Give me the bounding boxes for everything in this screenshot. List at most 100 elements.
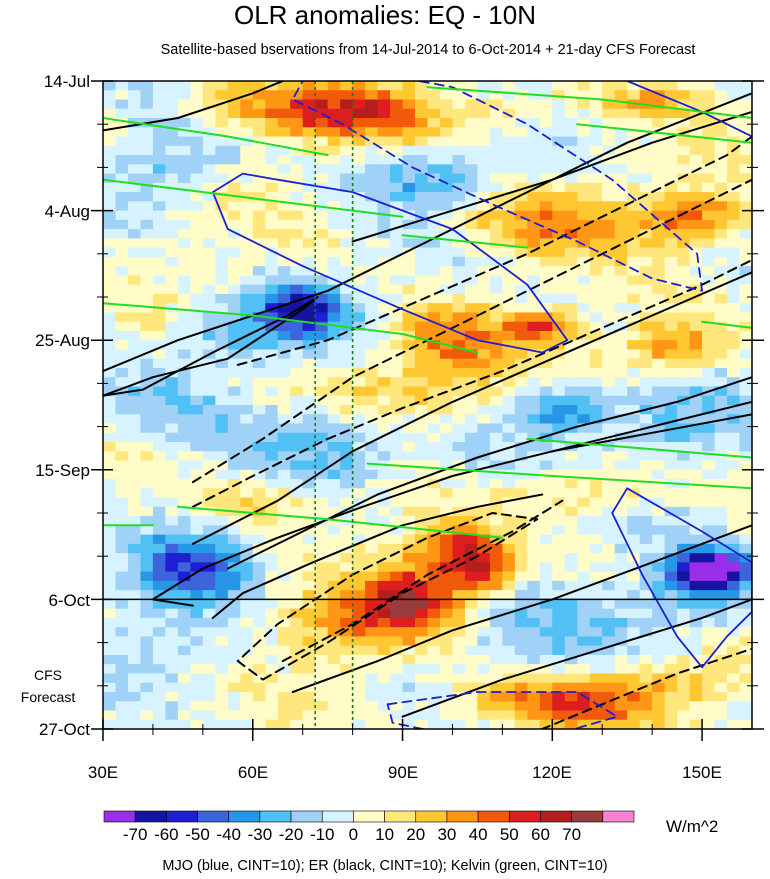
anomaly-cell [302,479,316,489]
anomaly-cell [327,349,341,360]
anomaly-cell [177,219,191,230]
anomaly-cell [564,330,578,341]
anomaly-cell [115,451,129,462]
anomaly-cell [527,682,541,693]
anomaly-cell [365,349,379,360]
anomaly-cell [352,580,366,591]
anomaly-cell [564,201,578,212]
anomaly-cell [539,256,553,267]
anomaly-cell [240,182,254,193]
anomaly-cell [627,673,641,684]
anomaly-cell [415,182,429,193]
anomaly-cell [639,81,653,91]
anomaly-cell [477,516,491,526]
anomaly-cell [689,414,703,425]
anomaly-cell [614,284,628,295]
anomaly-cell [539,617,553,628]
anomaly-cell [265,395,279,406]
anomaly-cell [240,534,254,545]
anomaly-cell [427,488,441,499]
anomaly-cell [502,710,516,721]
anomaly-cell [377,506,391,517]
anomaly-cell [402,405,416,415]
anomaly-cell [327,580,341,591]
anomaly-cell [390,395,404,406]
anomaly-cell [240,497,254,508]
anomaly-cell [115,479,129,489]
anomaly-cell [415,136,429,147]
anomaly-cell [514,173,528,184]
anomaly-cell [390,127,404,138]
anomaly-cell [652,543,666,554]
anomaly-cell [702,608,716,619]
anomaly-cell [152,405,166,415]
anomaly-cell [277,599,291,610]
anomaly-cell [564,127,578,138]
anomaly-cell [639,534,653,545]
anomaly-cell [489,395,503,406]
anomaly-cell [739,358,752,369]
anomaly-cell [439,617,454,628]
anomaly-cell [240,81,254,91]
anomaly-cell [390,256,404,267]
kelvin-contour [103,178,404,218]
anomaly-cell [215,580,229,591]
anomaly-cell [552,349,566,360]
anomaly-cell [602,201,616,212]
anomaly-cell [165,617,179,628]
anomaly-cell [714,442,728,452]
anomaly-cell [589,414,603,425]
anomaly-cell [727,525,741,536]
anomaly-cell [602,691,616,702]
anomaly-cell [165,210,179,221]
anomaly-cell [514,497,528,508]
anomaly-cell [714,367,728,378]
anomaly-cell [290,386,304,397]
anomaly-cell [489,691,503,702]
anomaly-cell [227,654,241,665]
anomaly-cell [240,266,254,276]
anomaly-cell [240,627,254,638]
anomaly-cell [390,673,404,684]
anomaly-cell [452,645,466,656]
anomaly-cell [390,719,404,729]
anomaly-cell [402,506,416,517]
anomaly-cell [652,145,666,156]
anomaly-cell [277,673,291,684]
anomaly-cell [127,627,142,638]
anomaly-cell [315,90,329,101]
anomaly-cell [240,293,254,304]
anomaly-cell [215,617,229,628]
anomaly-cell [639,367,653,378]
anomaly-cell [652,201,666,212]
anomaly-cell [165,284,179,295]
anomaly-cell [252,266,266,276]
anomaly-cell [202,460,216,471]
anomaly-cell [689,155,703,165]
anomaly-cell [427,229,441,239]
anomaly-cell [190,284,204,295]
anomaly-cell [415,543,429,554]
anomaly-cell [402,108,416,119]
anomaly-cell [452,571,466,582]
anomaly-cell [527,497,541,508]
anomaly-cell [677,330,691,341]
anomaly-cell [302,284,316,295]
anomaly-cell [215,108,229,119]
anomaly-cell [552,442,566,452]
anomaly-cell [127,349,142,360]
anomaly-cell [664,645,678,656]
anomaly-cell [365,562,379,573]
anomaly-cell [477,525,491,536]
anomaly-cell [302,173,316,184]
anomaly-cell [539,358,553,369]
anomaly-cell [639,645,653,656]
anomaly-cell [140,432,154,443]
anomaly-cell [664,377,678,388]
anomaly-cell [664,710,678,721]
anomaly-cell [415,442,429,452]
anomaly-cell [552,691,566,702]
anomaly-cell [140,219,154,230]
anomaly-cell [664,627,678,638]
anomaly-cell [290,405,304,415]
